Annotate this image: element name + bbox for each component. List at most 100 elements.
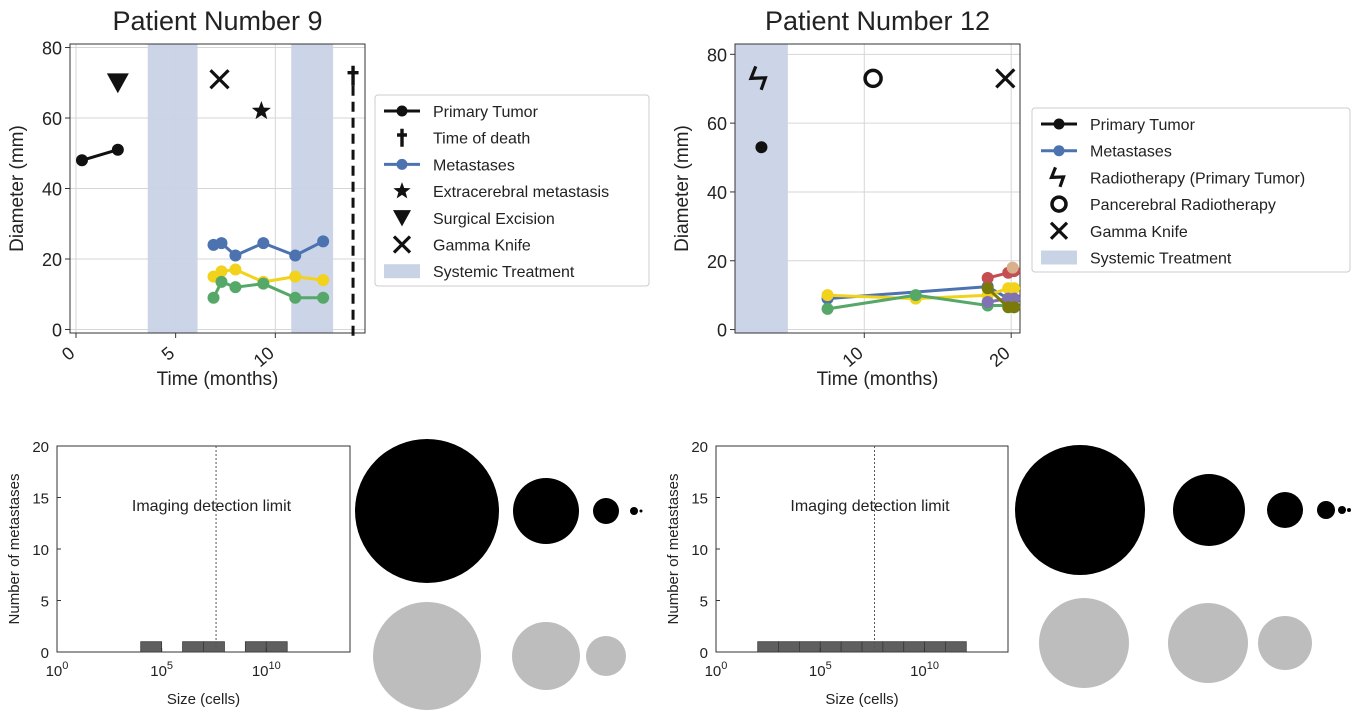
legend-patch xyxy=(1041,250,1077,265)
systemic-treatment-span xyxy=(147,44,198,333)
histogram-bar xyxy=(140,641,163,653)
plot-frame xyxy=(715,445,1009,653)
legend-marker xyxy=(1053,145,1065,157)
legend-patch xyxy=(384,264,420,279)
data-point xyxy=(229,263,242,276)
legend-marker xyxy=(396,105,408,117)
legend-label: Surgical Excision xyxy=(433,211,555,228)
histogram-bar xyxy=(840,641,863,653)
x-tick-label: 20 xyxy=(986,343,1014,371)
data-point xyxy=(207,291,220,304)
data-point xyxy=(317,291,330,304)
legend-label: Metastases xyxy=(433,157,515,174)
x-tick-label: 1010 xyxy=(252,660,281,680)
metastasis-size-bubble-gray xyxy=(1168,603,1248,683)
histogram-bar xyxy=(757,641,779,653)
y-tick-label: 0 xyxy=(41,645,49,662)
y-tick-label: 60 xyxy=(42,109,62,129)
x-axis-label: Size (cells) xyxy=(167,691,240,708)
data-point xyxy=(257,237,270,250)
data-point xyxy=(215,275,228,288)
legend-marker xyxy=(396,158,408,170)
legend-label: Systemic Treatment xyxy=(1090,251,1232,268)
x-axis-label: Time (months) xyxy=(817,369,939,390)
metastasis-size-bubble xyxy=(1267,492,1303,528)
y-axis-label: Diameter (mm) xyxy=(672,125,693,252)
extracerebral-metastasis-marker xyxy=(251,101,271,120)
legend-label: Primary Tumor xyxy=(1090,117,1196,134)
y-tick-label: 20 xyxy=(691,439,708,456)
data-point xyxy=(821,289,834,302)
histogram-bar xyxy=(203,641,225,653)
y-tick-label: 20 xyxy=(42,250,62,270)
metastasis-size-bubble xyxy=(639,509,643,513)
data-point xyxy=(317,235,330,248)
histogram-bar xyxy=(945,641,967,653)
y-tick-label: 0 xyxy=(52,320,62,340)
metastasis-size-bubble xyxy=(1317,501,1335,519)
y-tick-label: 10 xyxy=(32,542,49,559)
legend-label: Gamma Knife xyxy=(433,238,531,255)
data-point xyxy=(215,237,228,250)
data-point xyxy=(909,289,922,302)
legend-label: Primary Tumor xyxy=(433,104,539,121)
legend-bolt-icon xyxy=(1049,166,1066,188)
metastasis-size-bubble-gray xyxy=(512,622,580,690)
data-point xyxy=(981,296,994,309)
y-axis-label: Diameter (mm) xyxy=(7,125,28,252)
y-tick-label: 20 xyxy=(707,252,727,272)
data-point xyxy=(229,249,242,262)
chart-patient-9: 0 20 40 60 80 0 5 10 Patient Number 9 Time (month… xyxy=(7,6,650,390)
legend-label: Gamma Knife xyxy=(1090,224,1188,241)
detection-limit-label: Imaging detection limit xyxy=(132,498,292,515)
legend-label: Systemic Treatment xyxy=(433,264,575,281)
plot-frame xyxy=(56,445,351,653)
data-point xyxy=(755,141,768,154)
legend-label: Pancerebral Radiotherapy xyxy=(1090,197,1276,214)
metastasis-size-bubble-gray xyxy=(1039,598,1129,688)
legend-label: Extracerebral metastasis xyxy=(433,184,609,201)
x-tick-label: 5 xyxy=(158,343,179,365)
x-tick-label: 105 xyxy=(150,660,173,680)
metastasis-size-bubble-gray xyxy=(1258,616,1312,670)
histogram-bar xyxy=(903,641,925,653)
legend-marker xyxy=(1053,118,1065,130)
metastasis-size-bubble-gray xyxy=(586,636,626,676)
systemic-treatment-span xyxy=(291,44,334,333)
x-tick-label: 10 xyxy=(839,343,867,371)
data-point xyxy=(1006,261,1019,274)
data-point xyxy=(289,249,302,262)
pancerebral-radiotherapy-marker xyxy=(863,68,883,89)
metastasis-size-bubble xyxy=(630,507,638,515)
data-point xyxy=(289,291,302,304)
histogram-bar xyxy=(924,641,946,653)
x-tick-label: 105 xyxy=(809,660,832,680)
y-tick-label: 40 xyxy=(42,180,62,200)
data-point xyxy=(821,302,834,315)
data-point xyxy=(257,277,270,290)
metastasis-size-bubble xyxy=(1015,445,1145,575)
data-point xyxy=(229,281,242,294)
radiotherapy-marker xyxy=(748,65,768,91)
legend-box xyxy=(374,94,650,287)
metastasis-size-bubble xyxy=(1347,508,1351,512)
x-axis-label: Size (cells) xyxy=(825,691,898,708)
data-point xyxy=(75,154,88,167)
gamma-knife-marker xyxy=(995,68,1016,89)
y-tick-label: 80 xyxy=(42,39,62,59)
y-tick-label: 0 xyxy=(700,645,708,662)
legend-label: Time of death xyxy=(433,131,530,148)
histogram-bar xyxy=(265,641,288,653)
detection-limit-label: Imaging detection limit xyxy=(790,498,950,515)
y-axis-label: Number of metastases xyxy=(665,474,682,625)
data-point xyxy=(1008,292,1021,305)
legend-triangle-icon xyxy=(393,210,411,227)
surgical-excision-marker xyxy=(106,73,129,94)
time-of-death-marker xyxy=(347,65,359,86)
data-point xyxy=(317,274,330,287)
metastasis-size-bubble xyxy=(593,498,619,524)
legend-box xyxy=(1031,107,1351,273)
chart-title: Patient Number 9 xyxy=(112,6,322,36)
data-point xyxy=(1008,301,1021,314)
y-tick-label: 80 xyxy=(707,45,727,65)
